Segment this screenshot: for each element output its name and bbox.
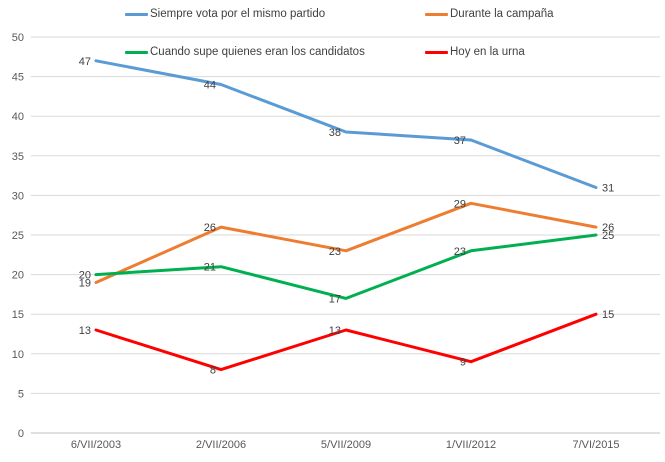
- data-labels-series-3: 13 8 13 9 15: [79, 309, 615, 376]
- x-tick-label: 5/VII/2009: [321, 439, 371, 451]
- data-labels-series-0: 47 44 38 37 31: [79, 56, 615, 195]
- y-tick-label: 5: [18, 388, 24, 400]
- data-label: 15: [602, 309, 614, 321]
- data-label: 19: [79, 278, 91, 290]
- y-tick-label: 25: [12, 230, 24, 242]
- gridlines: [31, 36, 660, 434]
- y-tick-label: 35: [12, 151, 24, 163]
- data-label: 13: [329, 325, 341, 337]
- series-0: [94, 59, 598, 189]
- y-tick-label: 30: [12, 190, 24, 202]
- series-line: [94, 233, 598, 300]
- data-label: 9: [460, 357, 466, 369]
- x-tick-label: 1/VII/2012: [446, 439, 496, 451]
- data-label: 37: [454, 135, 466, 147]
- legend-label: Cuando supe quienes eran los candidatos: [150, 46, 365, 58]
- legend-item-3: Hoy en la urna: [425, 46, 525, 58]
- data-label: 23: [454, 246, 466, 258]
- x-tick-label: 7/VI/2015: [572, 439, 619, 451]
- y-tick-label: 45: [12, 72, 24, 84]
- data-label: 26: [204, 222, 216, 234]
- x-tick-label: 2/VII/2006: [196, 439, 246, 451]
- series-line: [94, 312, 598, 372]
- x-tick-label: 6/VII/2003: [71, 439, 121, 451]
- data-label: 44: [204, 80, 216, 92]
- data-label: 38: [329, 127, 341, 139]
- data-labels-series-1: 19 26 23 29 26: [79, 198, 615, 289]
- data-label: 8: [210, 365, 216, 377]
- data-label: 31: [602, 182, 614, 194]
- y-axis-labels: 0 5 10 15 20 25 30 35 40 45 50: [12, 32, 24, 440]
- legend-line-swatch: [425, 12, 448, 16]
- y-tick-label: 10: [12, 349, 24, 361]
- data-label: 23: [329, 246, 341, 258]
- data-labels-series-2: 20 21 17 23 25: [79, 230, 615, 305]
- series-1: [94, 201, 598, 284]
- legend-item-0: Siempre vota por el mismo partido: [125, 8, 325, 20]
- data-label: 25: [602, 230, 614, 242]
- y-tick-label: 20: [12, 270, 24, 282]
- y-tick-label: 50: [12, 32, 24, 44]
- data-label: 47: [79, 56, 91, 68]
- series-line: [94, 59, 598, 189]
- series-line: [94, 201, 598, 284]
- legend-label: Siempre vota por el mismo partido: [150, 8, 326, 20]
- data-label: 13: [79, 325, 91, 337]
- data-label: 26: [602, 222, 614, 234]
- legend-label: Hoy en la urna: [450, 46, 525, 58]
- series-3: [94, 312, 598, 372]
- legend-item-1: Durante la campaña: [425, 8, 554, 20]
- x-axis-labels: 6/VII/2003 2/VII/2006 5/VII/2009 1/VII/2012…: [71, 439, 620, 451]
- data-label: 17: [329, 293, 341, 305]
- legend-item-2: Cuando supe quienes eran los candidatos: [125, 46, 365, 58]
- y-tick-label: 40: [12, 111, 24, 123]
- legend-line-swatch: [425, 50, 448, 54]
- y-tick-label: 15: [12, 309, 24, 321]
- data-label: 29: [454, 198, 466, 210]
- y-tick-label: 0: [18, 428, 24, 440]
- legend-line-swatch: [125, 50, 148, 54]
- legend-label: Durante la campaña: [450, 8, 554, 20]
- series-2: [94, 233, 598, 300]
- legend-line-swatch: [125, 12, 148, 16]
- data-label: 20: [79, 270, 91, 282]
- data-label: 21: [204, 262, 216, 274]
